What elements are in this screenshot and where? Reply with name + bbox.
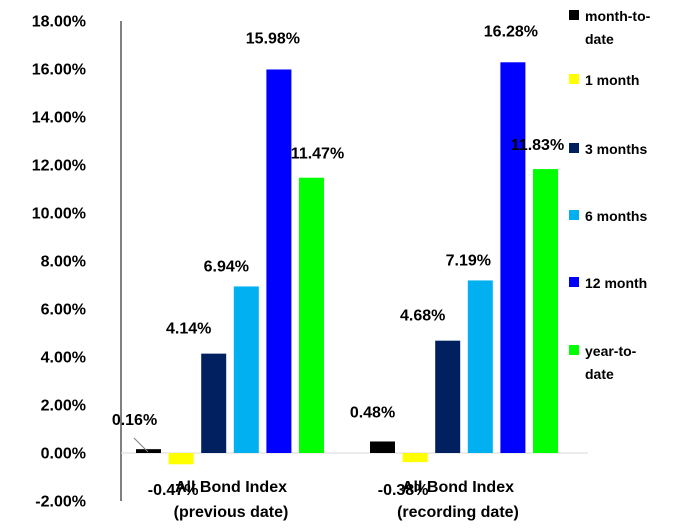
bar bbox=[435, 340, 461, 453]
y-tick-label: -2.00% bbox=[35, 494, 86, 511]
x-category-label: (recording date) bbox=[397, 504, 519, 521]
data-label: 16.28% bbox=[484, 23, 538, 40]
bar bbox=[299, 177, 324, 453]
bar bbox=[402, 453, 428, 463]
x-category-label: All Bond Index bbox=[175, 479, 287, 496]
legend-swatch bbox=[569, 210, 579, 220]
data-label: 0.16% bbox=[112, 412, 157, 429]
bars bbox=[136, 62, 558, 465]
legend-swatch bbox=[569, 74, 579, 84]
legend-label: 6 months bbox=[585, 208, 647, 224]
data-label: 4.68% bbox=[400, 308, 445, 325]
data-label: 11.83% bbox=[511, 137, 564, 154]
y-tick-label: 8.00% bbox=[41, 254, 86, 271]
data-label: 15.98% bbox=[246, 30, 300, 47]
data-label: 7.19% bbox=[446, 252, 491, 269]
bar bbox=[467, 280, 493, 453]
y-tick-label: 2.00% bbox=[41, 398, 86, 415]
legend-label: date bbox=[585, 31, 614, 47]
y-tick-label: 12.00% bbox=[32, 158, 86, 175]
legend: month-to-date 1 month 3 months 6 months 12 m… bbox=[569, 8, 651, 382]
data-label: 11.47% bbox=[291, 146, 344, 163]
bar bbox=[533, 169, 558, 453]
y-tick-label: 4.00% bbox=[41, 350, 86, 367]
legend-swatch bbox=[569, 345, 579, 355]
legend-swatch bbox=[569, 277, 579, 287]
x-axis-categories: All Bond Index (previous date) All Bond In… bbox=[174, 479, 519, 521]
x-category-label: (previous date) bbox=[174, 504, 289, 521]
bar bbox=[201, 353, 227, 453]
bar bbox=[500, 62, 526, 453]
bar bbox=[266, 69, 292, 453]
data-label: 0.48% bbox=[350, 404, 395, 421]
bar bbox=[370, 441, 395, 453]
y-tick-label: 10.00% bbox=[32, 206, 86, 223]
y-axis: -2.00% 0.00% 2.00% 4.00% 6.00% 8.00% 10.00% 12.… bbox=[32, 14, 588, 511]
y-tick-label: 18.00% bbox=[32, 14, 86, 31]
legend-label: year-to- bbox=[585, 343, 637, 359]
y-tick-label: 0.00% bbox=[41, 446, 86, 463]
legend-label: month-to- bbox=[585, 8, 651, 24]
legend-label: 1 month bbox=[585, 72, 639, 88]
y-tick-label: 16.00% bbox=[32, 62, 86, 79]
leader-line bbox=[133, 437, 149, 453]
y-tick-label: 14.00% bbox=[32, 110, 86, 127]
bar bbox=[168, 453, 194, 465]
data-label: -0.47% bbox=[148, 482, 199, 499]
bar bbox=[233, 286, 259, 453]
x-category-label: All Bond Index bbox=[402, 479, 514, 496]
data-label: 4.14% bbox=[166, 321, 211, 338]
legend-swatch bbox=[569, 143, 579, 153]
legend-label: 12 month bbox=[585, 275, 647, 291]
data-labels: 0.16% 0.48% -0.47% -0.38% 4.14% 4.68% 6.94% 7.1… bbox=[112, 23, 564, 499]
y-tick-label: 6.00% bbox=[41, 302, 86, 319]
data-label: -0.38% bbox=[378, 482, 429, 499]
bar bbox=[136, 449, 161, 453]
data-label: 6.94% bbox=[204, 258, 249, 275]
legend-label: 3 months bbox=[585, 141, 647, 157]
legend-label: date bbox=[585, 366, 614, 382]
legend-swatch bbox=[569, 10, 579, 20]
